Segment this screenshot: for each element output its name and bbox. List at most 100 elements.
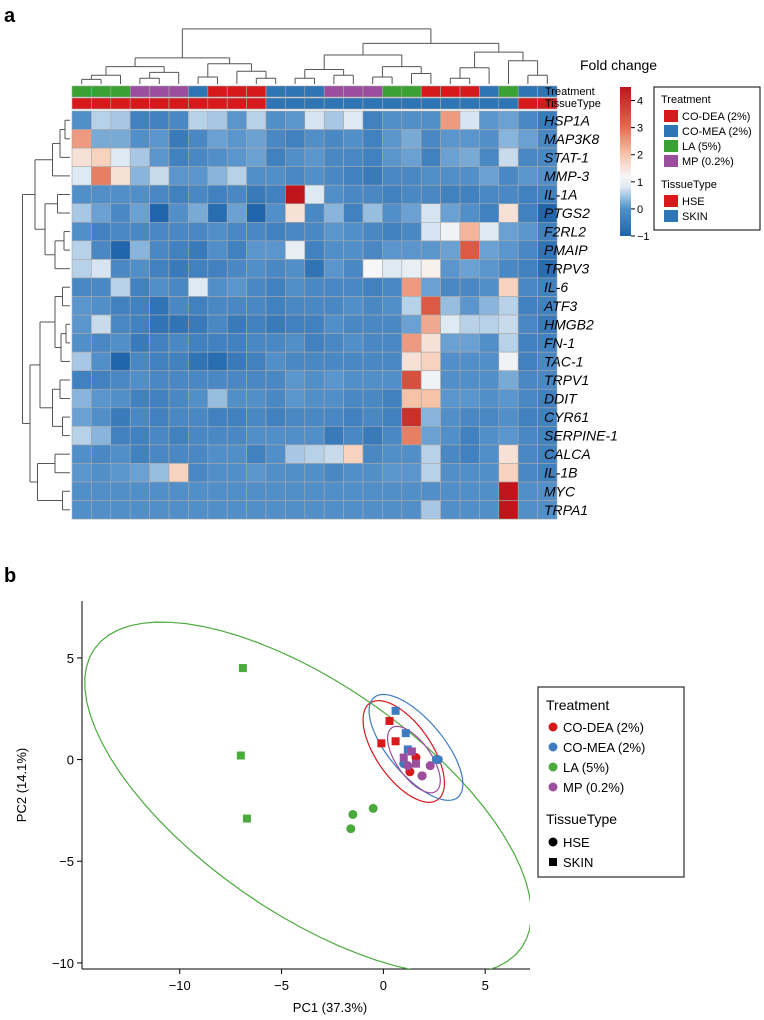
heatmap-cell	[401, 296, 422, 316]
heatmap-cell	[517, 277, 538, 297]
heatmap-cell	[401, 259, 422, 279]
heatmap-cell	[168, 240, 189, 260]
heatmap-cell	[382, 463, 403, 483]
heatmap-cell	[362, 314, 383, 334]
heatmap-cell	[265, 129, 286, 149]
heatmap-cell	[304, 240, 325, 260]
heatmap-cell	[420, 240, 441, 260]
pca-legend-marker	[549, 858, 557, 866]
heatmap-cell	[362, 426, 383, 446]
y-tick-label: −5	[59, 854, 74, 869]
heatmap-cell	[498, 426, 519, 446]
heatmap-cell	[149, 333, 170, 353]
heatmap-cell	[168, 333, 189, 353]
heatmap-cell	[129, 370, 150, 390]
data-point-circle	[403, 761, 413, 771]
heatmap-cell	[168, 370, 189, 390]
heatmap-cell	[362, 351, 383, 371]
heatmap-cell	[207, 333, 228, 353]
heatmap-cell	[304, 426, 325, 446]
heatmap-cell	[498, 444, 519, 464]
heatmap-legend-swatch	[664, 155, 678, 167]
heatmap-cell	[207, 147, 228, 167]
heatmap-cell	[382, 426, 403, 446]
heatmap-cell	[246, 129, 267, 149]
heatmap-cell	[71, 222, 92, 242]
heatmap-cell	[517, 184, 538, 205]
heatmap-cell	[246, 296, 267, 316]
treatment-annotation-cell	[246, 85, 267, 98]
heatmap-cell	[207, 277, 228, 297]
heatmap-cell	[226, 388, 247, 409]
heatmap-cell	[168, 277, 189, 297]
treatment-annotation-cell	[91, 85, 112, 98]
heatmap-cell	[129, 463, 150, 483]
heatmap-cell	[285, 370, 306, 390]
heatmap-cell	[401, 203, 422, 223]
heatmap-cell	[188, 296, 209, 316]
heatmap-cell	[362, 500, 383, 520]
pca-legend-marker	[548, 762, 558, 772]
treatment-annotation-cell	[129, 85, 150, 98]
tissuetype-annotation-cell	[517, 97, 538, 110]
heatmap-cell	[401, 388, 422, 409]
heatmap-cell	[226, 351, 247, 371]
treatment-annotation-cell	[479, 85, 500, 98]
heatmap-cell	[149, 444, 170, 464]
pca-legend-marker	[548, 742, 558, 752]
heatmap-cell	[459, 166, 480, 186]
tissuetype-annotation-cell	[459, 97, 480, 110]
heatmap-cell	[246, 184, 267, 205]
heatmap-cell	[129, 147, 150, 167]
tissuetype-annotation-cell	[207, 97, 228, 110]
heatmap-cell	[304, 333, 325, 353]
heatmap-legend-item: HSE	[682, 196, 705, 208]
heatmap-cell	[110, 444, 131, 464]
heatmap-cell	[265, 296, 286, 316]
heatmap-cell	[226, 500, 247, 520]
heatmap-cell	[265, 314, 286, 334]
heatmap-cell	[207, 184, 228, 205]
heatmap-cell	[246, 259, 267, 279]
heatmap-cell	[323, 147, 344, 167]
heatmap-cell	[479, 203, 500, 223]
heatmap-cell	[420, 388, 441, 409]
heatmap-cell	[71, 296, 92, 316]
heatmap-cell	[304, 184, 325, 205]
heatmap-cell	[420, 110, 441, 130]
heatmap-cell	[265, 481, 286, 501]
heatmap-cell	[440, 444, 461, 464]
heatmap-cell	[168, 184, 189, 205]
heatmap-cell	[91, 166, 112, 186]
heatmap-cell	[459, 407, 480, 427]
heatmap-cell	[459, 147, 480, 167]
heatmap-cell	[401, 184, 422, 205]
heatmap-cell	[459, 333, 480, 353]
heatmap-cell	[382, 351, 403, 371]
heatmap-cell	[207, 240, 228, 260]
heatmap-cell	[343, 240, 364, 260]
heatmap-cell	[71, 240, 92, 260]
heatmap-cell	[129, 184, 150, 205]
heatmap-cell	[343, 129, 364, 149]
data-point-circle	[425, 761, 435, 771]
heatmap-cell	[110, 351, 131, 371]
heatmap-cell	[188, 370, 209, 390]
heatmap-cell	[207, 259, 228, 279]
heatmap-cell	[323, 388, 344, 409]
tissuetype-annotation-cell	[304, 97, 325, 110]
heatmap-cell	[246, 481, 267, 501]
heatmap-cell	[226, 314, 247, 334]
heatmap-cell	[149, 388, 170, 409]
heatmap-cell	[498, 110, 519, 130]
heatmap-cell	[91, 407, 112, 427]
heatmap-cell	[285, 110, 306, 130]
heatmap-cell	[382, 333, 403, 353]
heatmap-cell	[440, 333, 461, 353]
confidence-ellipse	[387, 725, 441, 794]
heatmap-cell	[168, 296, 189, 316]
heatmap-cell	[149, 277, 170, 297]
tissuetype-annotation-cell	[226, 97, 247, 110]
heatmap-cell	[459, 351, 480, 371]
heatmap-cell	[517, 444, 538, 464]
